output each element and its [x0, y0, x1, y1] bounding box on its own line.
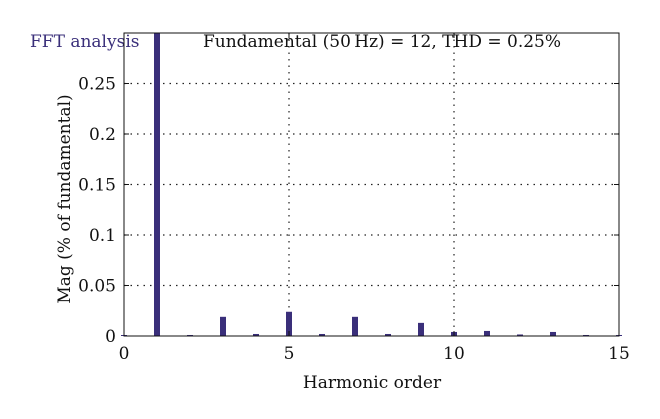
- bar-harmonic-11: [484, 330, 490, 336]
- x-axis-label: Harmonic order: [303, 373, 442, 393]
- x-tick-label: 15: [608, 344, 630, 364]
- y-tick-label: 0.15: [78, 176, 116, 196]
- x-tick-label: 5: [284, 344, 295, 364]
- panel-label: FFT analysis: [30, 32, 139, 52]
- y-tick-label: 0: [105, 327, 116, 347]
- y-tick-label: 0.1: [89, 226, 116, 246]
- bar-harmonic-2: [187, 334, 193, 336]
- y-tick-label: 0.25: [78, 75, 116, 95]
- bar-harmonic-7: [352, 316, 358, 336]
- bar-harmonic-14: [583, 334, 589, 336]
- y-axis: 0 0.05 0.1 0.15 0.2 0.25: [78, 75, 619, 347]
- y-tick-label: 0.2: [89, 125, 116, 145]
- bar-harmonic-13: [550, 331, 556, 336]
- x-tick-label: 0: [119, 344, 130, 364]
- chart-title: Fundamental (50 Hz) = 12, THD = 0.25%: [203, 32, 561, 52]
- x-axis: 0 5 10 15: [119, 33, 630, 364]
- bar-harmonic-5: [286, 311, 292, 336]
- x-tick-label: 10: [443, 344, 465, 364]
- bar-harmonic-3: [220, 316, 226, 336]
- y-tick-label: 0.05: [78, 277, 116, 297]
- bar-harmonic-1: [154, 33, 160, 336]
- bar-harmonic-9: [418, 322, 424, 336]
- bar-harmonic-8: [385, 333, 391, 336]
- y-axis-label: Mag (% of fundamental): [55, 94, 75, 303]
- grid-lines: [124, 33, 619, 336]
- bar-harmonic-4: [253, 333, 259, 336]
- bar-harmonic-12: [517, 334, 523, 336]
- bar-harmonic-6: [319, 333, 325, 336]
